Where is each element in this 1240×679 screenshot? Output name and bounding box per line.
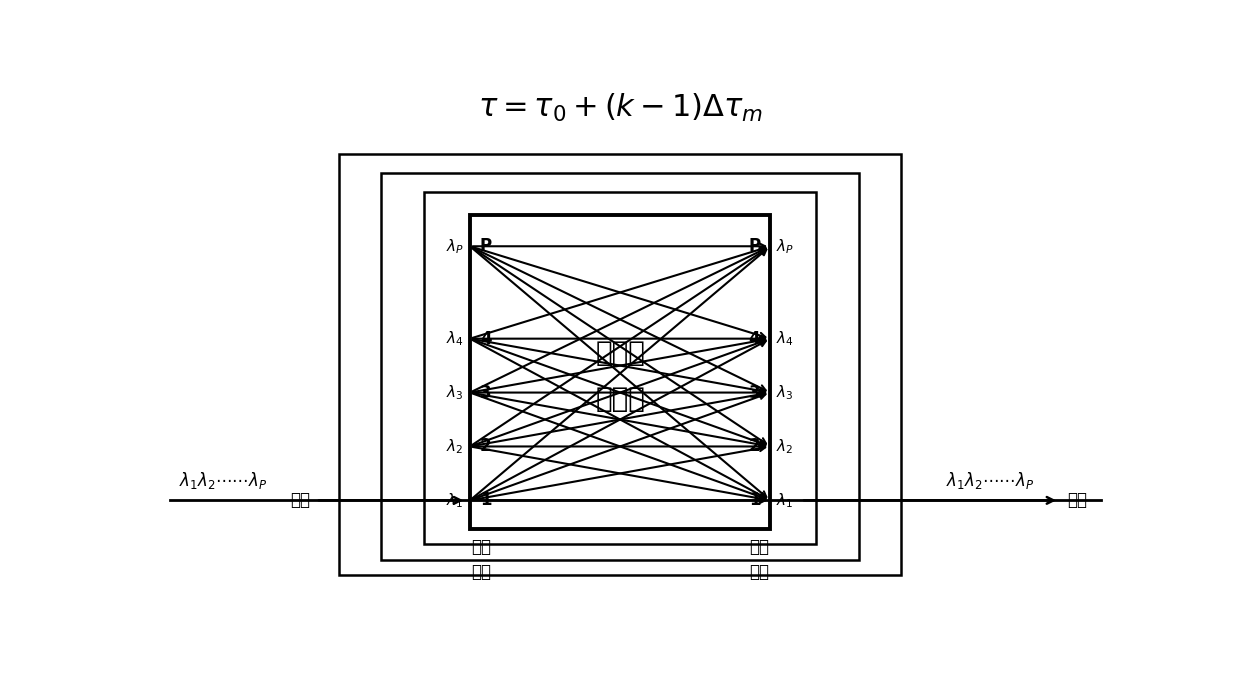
- Text: 输入: 输入: [290, 492, 310, 509]
- Text: P: P: [748, 237, 760, 255]
- Text: 2: 2: [480, 437, 491, 456]
- Text: 输入
端口: 输入 端口: [471, 538, 491, 581]
- Text: $\lambda_4$: $\lambda_4$: [446, 329, 464, 348]
- Text: 输出: 输出: [1066, 492, 1086, 509]
- Bar: [339, 154, 901, 575]
- Text: $\lambda_1\lambda_2\cdots\cdots\lambda_P$: $\lambda_1\lambda_2\cdots\cdots\lambda_P…: [946, 470, 1034, 491]
- Text: 输出
端口: 输出 端口: [749, 538, 769, 581]
- Text: $\lambda_1$: $\lambda_1$: [776, 491, 794, 510]
- Text: 4: 4: [749, 330, 760, 348]
- Text: 3: 3: [749, 384, 760, 401]
- Text: $\lambda_1\lambda_2\cdots\cdots\lambda_P$: $\lambda_1\lambda_2\cdots\cdots\lambda_P…: [180, 470, 268, 491]
- Text: 4: 4: [480, 330, 491, 348]
- Bar: [424, 192, 816, 545]
- Text: $\lambda_P$: $\lambda_P$: [445, 237, 464, 255]
- Text: P: P: [480, 237, 492, 255]
- Text: 3: 3: [480, 384, 491, 401]
- Text: 1: 1: [480, 492, 491, 509]
- Text: $\tau = \tau_0 + (k-1)\Delta\tau_m$: $\tau = \tau_0 + (k-1)\Delta\tau_m$: [477, 92, 763, 124]
- Text: 1: 1: [749, 492, 760, 509]
- Text: 阵列波: 阵列波: [595, 339, 645, 367]
- Text: $\lambda_3$: $\lambda_3$: [446, 383, 464, 402]
- Text: $\lambda_1$: $\lambda_1$: [446, 491, 464, 510]
- Text: $\lambda_4$: $\lambda_4$: [776, 329, 794, 348]
- Text: 2: 2: [749, 437, 760, 456]
- Bar: [470, 215, 770, 529]
- Text: $\lambda_2$: $\lambda_2$: [446, 437, 464, 456]
- Text: 导光栅: 导光栅: [595, 385, 645, 413]
- Bar: [382, 173, 859, 559]
- Text: $\lambda_2$: $\lambda_2$: [776, 437, 794, 456]
- Text: $\lambda_P$: $\lambda_P$: [776, 237, 795, 255]
- Text: $\lambda_3$: $\lambda_3$: [776, 383, 794, 402]
